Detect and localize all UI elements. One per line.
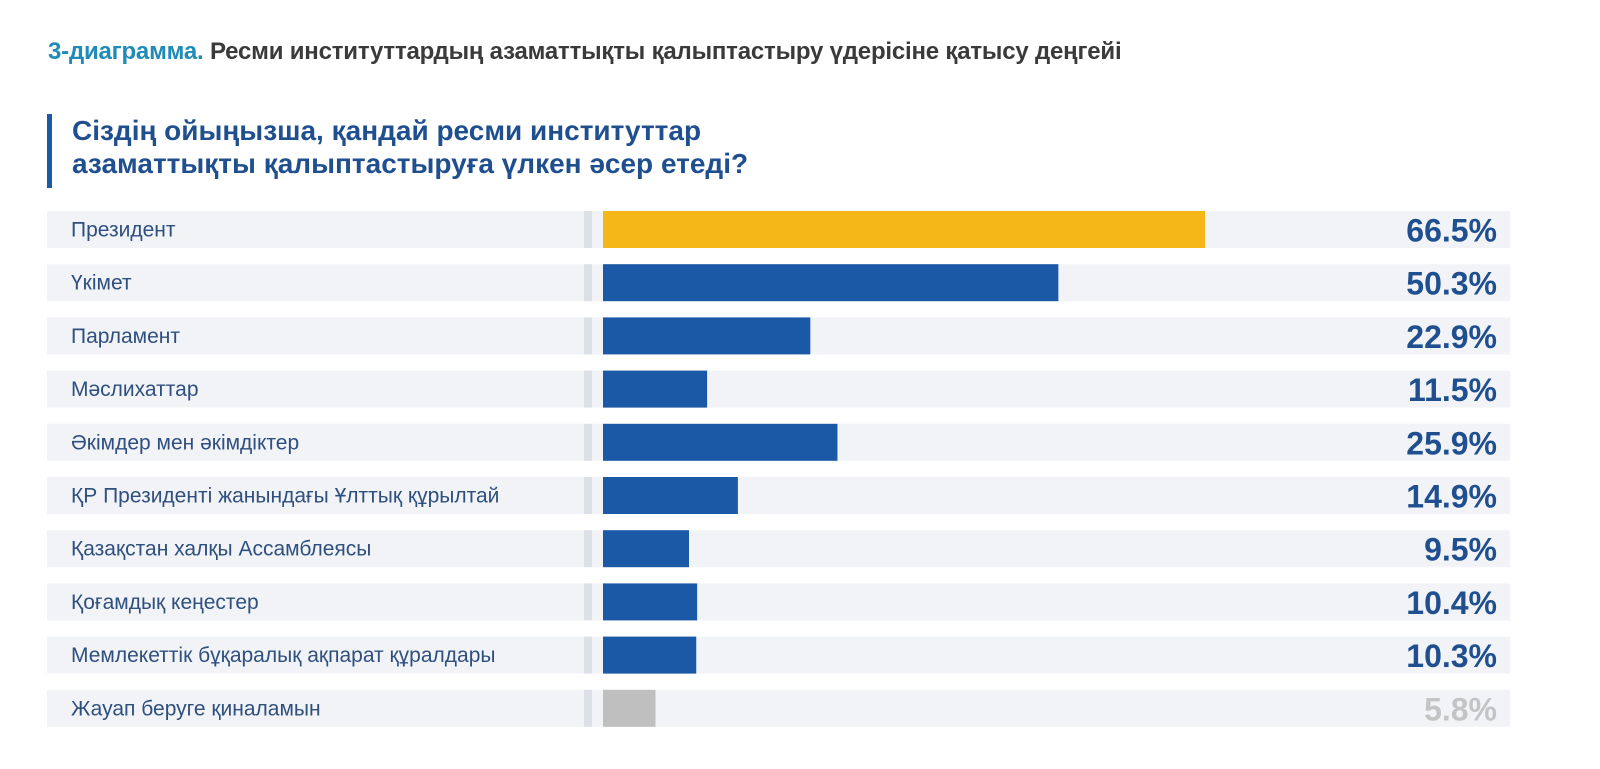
row-separator [584,370,592,408]
row-separator [584,317,592,355]
bar [603,423,838,461]
category-label: ҚР Президенті жанындағы Ұлттық құрылтай [71,485,499,508]
category-label: Үкімет [71,272,132,295]
figure-caption: 3-диаграмма. Ресми институттардың азамат… [48,38,1122,66]
row-background [47,370,1510,408]
value-label: 9.5% [1424,532,1497,568]
question-line-2: азаматтықты қалыптастыруға үлкен әсер ет… [72,148,749,179]
value-label: 22.9% [1406,319,1497,355]
row-separator [584,264,592,302]
value-label: 10.4% [1406,585,1497,621]
row-separator [584,477,592,514]
value-label: 66.5% [1406,213,1497,249]
value-label: 10.3% [1406,638,1497,674]
bar [603,317,811,355]
bar [603,264,1059,302]
row-background [47,583,1510,621]
bar [603,583,698,621]
value-label: 11.5% [1408,372,1497,408]
value-label: 50.3% [1406,266,1497,302]
value-label: 25.9% [1406,425,1497,461]
row-background [47,689,1510,727]
row-background [47,477,1510,514]
bar [603,636,697,674]
category-label: Мәслихаттар [71,378,199,401]
figure-number: 3-диаграмма. [48,38,204,65]
value-label: 14.9% [1406,479,1497,515]
category-label: Қоғамдық кеңестер [71,591,259,614]
figure-title: Ресми институттардың азаматтықты қалыпта… [209,38,1122,65]
category-label: Парламент [71,325,180,348]
row-background [47,636,1510,674]
category-label: Жауап беруге қиналамын [71,697,321,720]
row-separator [584,689,592,727]
bar [603,211,1205,248]
category-label: Президент [71,219,176,242]
question-line-1: Сіздің ойыңызша, қандай ресми институтта… [72,115,702,146]
row-background [47,530,1510,568]
row-separator [584,583,592,621]
bar [603,689,656,727]
category-label: Мемлекеттік бұқаралық ақпарат құралдары [71,644,496,667]
category-label: Әкімдер мен әкімдіктер [71,431,299,454]
row-separator [584,211,592,248]
value-label: 5.8% [1424,691,1497,727]
bar [603,530,689,568]
row-separator [584,530,592,568]
row-separator [584,423,592,461]
category-label: Қазақстан халқы Ассамблеясы [71,538,371,561]
bar [603,370,708,408]
row-separator [584,636,592,674]
survey-question: Сіздің ойыңызша, қандай ресми институтта… [47,114,748,188]
bar [603,477,738,514]
